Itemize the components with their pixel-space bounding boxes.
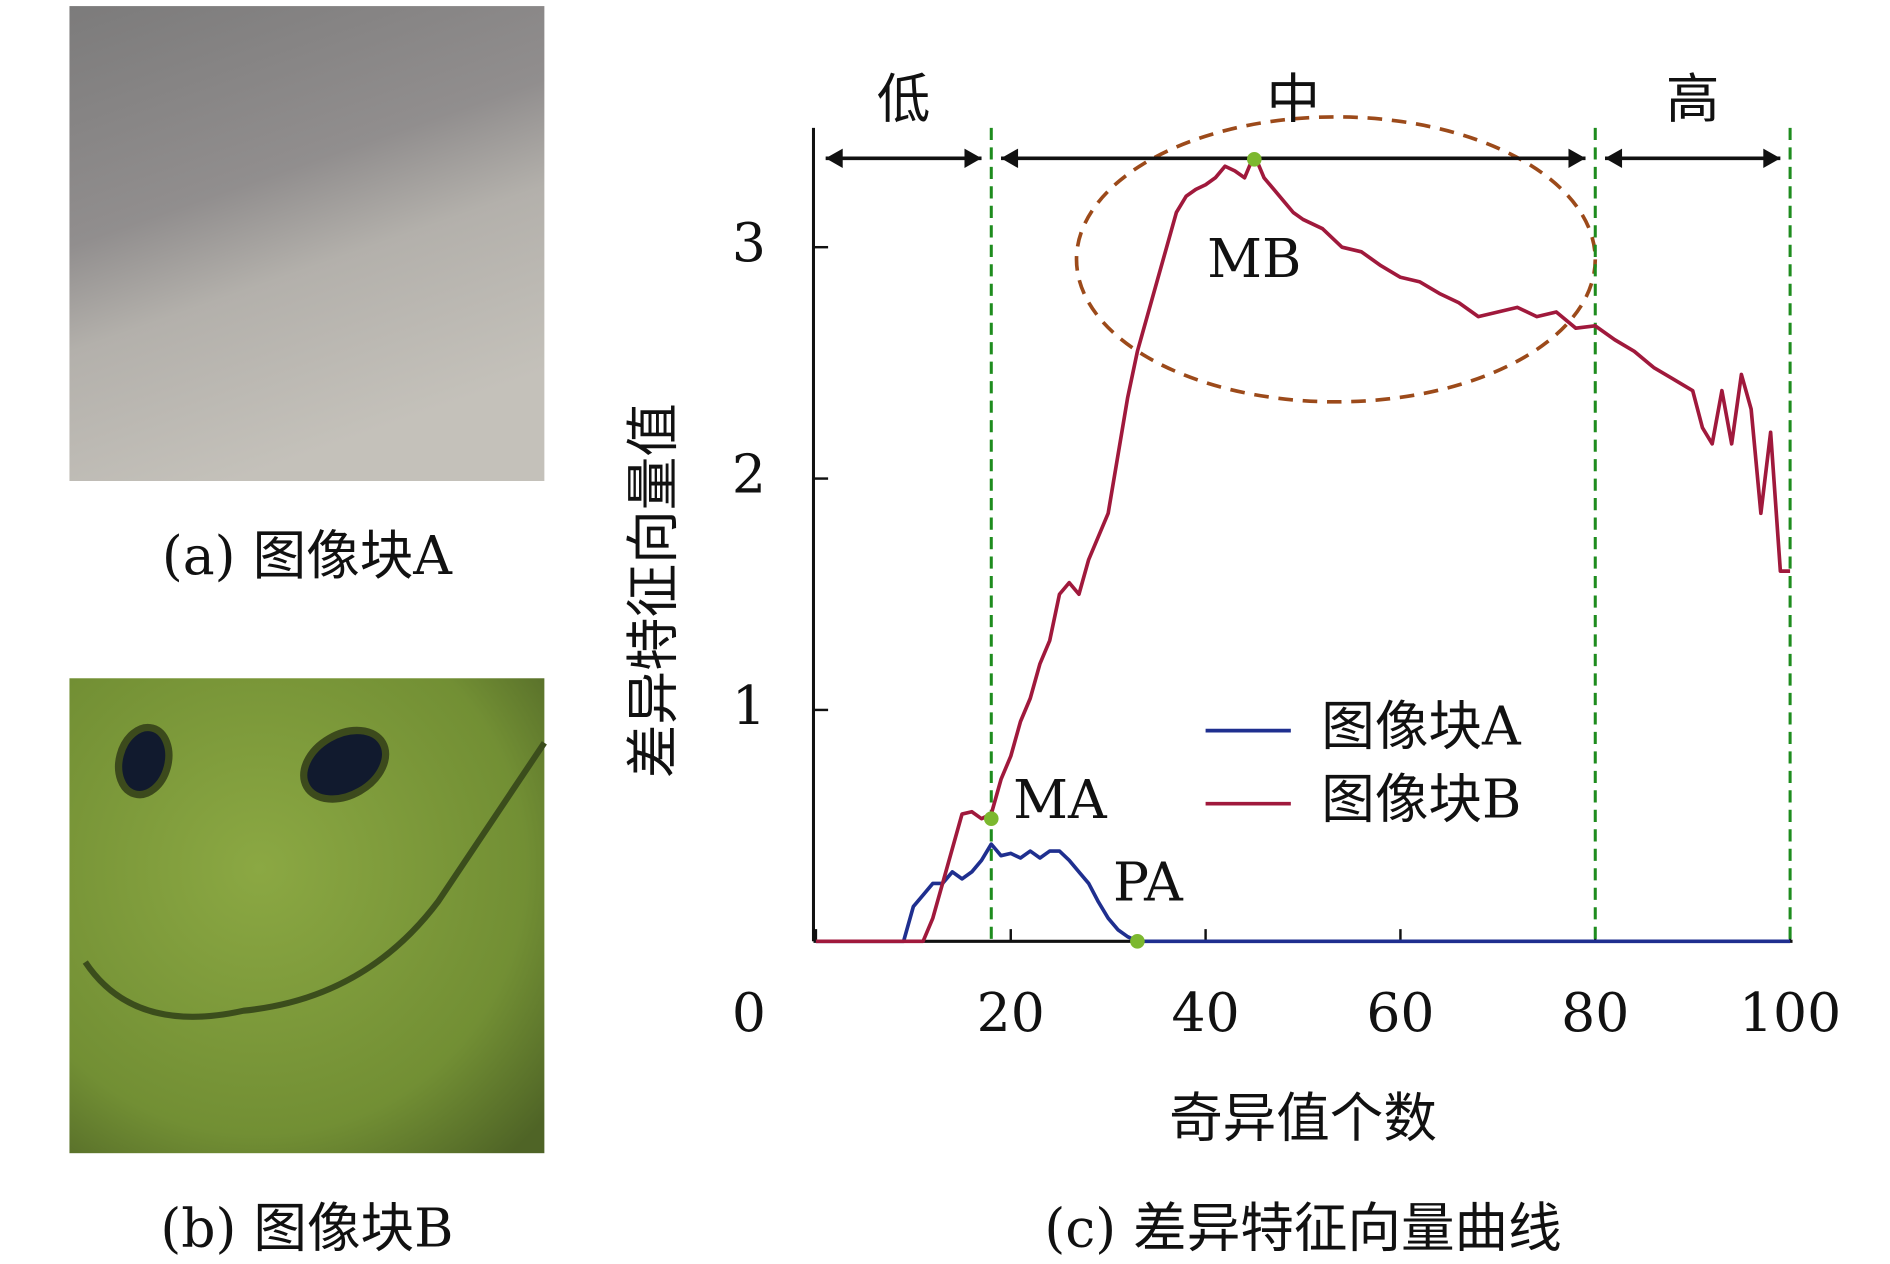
- series-line: [815, 152, 1791, 944]
- legend-label: 图像块A: [1321, 695, 1522, 758]
- point-label: PA: [1113, 851, 1184, 914]
- legend-label: 图像块B: [1321, 768, 1521, 831]
- image-a: [69, 6, 545, 482]
- x-tick-label: 100: [1739, 981, 1841, 1044]
- y-tick-label: 1: [732, 674, 766, 737]
- y-tick-label: 3: [732, 211, 766, 274]
- region-label: 高: [1666, 68, 1720, 131]
- marked-point: [1130, 933, 1145, 949]
- arrow-head: [825, 148, 982, 169]
- x-tick-label: 0: [732, 981, 766, 1044]
- x-tick-label: 60: [1366, 981, 1434, 1044]
- caption-b: (b) 图像块B: [160, 1196, 453, 1259]
- marked-point: [1246, 151, 1262, 167]
- caption-c: (c) 差异特征向量曲线: [1044, 1196, 1561, 1259]
- x-axis-title: 奇异值个数: [1169, 1087, 1437, 1150]
- caption-a: (a) 图像块A: [162, 524, 453, 587]
- marked-point: [983, 811, 999, 826]
- x-tick-label: 80: [1561, 981, 1629, 1044]
- y-axis-title: 差异特征向量值: [622, 403, 685, 778]
- highlight-ellipse: [1074, 115, 1598, 404]
- region-label: 低: [877, 68, 931, 131]
- region-label: 中: [1266, 68, 1320, 131]
- point-label: MB: [1207, 227, 1301, 290]
- x-tick-label: 20: [977, 981, 1045, 1044]
- series-line: [815, 842, 1791, 944]
- x-tick-label: 40: [1172, 981, 1240, 1044]
- y-tick-label: 2: [732, 443, 766, 506]
- image-b: [69, 678, 547, 1154]
- point-label: MA: [1013, 768, 1108, 831]
